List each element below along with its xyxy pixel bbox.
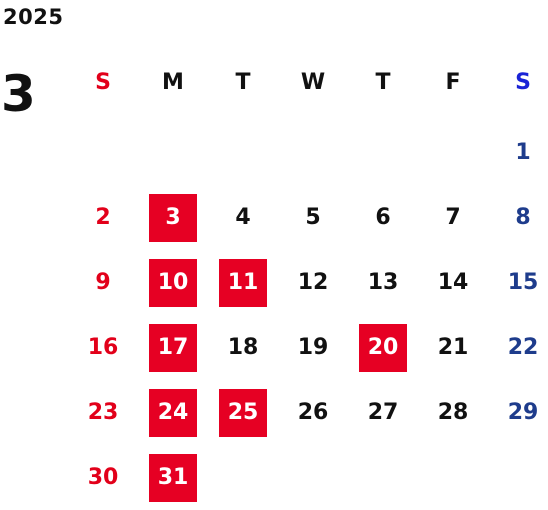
day-cell[interactable]: 22 <box>507 334 539 360</box>
day-cell[interactable]: 2 <box>95 204 111 230</box>
weekday-header-friday: F <box>445 69 461 95</box>
day-cell[interactable]: 28 <box>437 399 469 425</box>
day-cell-highlighted[interactable]: 17 <box>138 315 208 380</box>
day-cell[interactable]: 1 <box>515 139 531 165</box>
calendar-grid: S M T W T F S 1 2 3 4 5 6 7 8 9 10 11 12… <box>68 50 548 503</box>
day-cell[interactable]: 8 <box>515 204 531 230</box>
day-cell[interactable]: 14 <box>437 269 469 295</box>
day-cell-highlighted[interactable]: 25 <box>208 380 278 445</box>
day-cell-highlighted[interactable]: 3 <box>138 185 208 250</box>
day-cell-highlighted[interactable]: 20 <box>348 315 418 380</box>
weekday-header-thursday: T <box>375 69 391 95</box>
day-cell[interactable]: 29 <box>507 399 539 425</box>
day-cell[interactable]: 9 <box>95 269 111 295</box>
day-cell[interactable]: 16 <box>87 334 119 360</box>
day-cell[interactable]: 13 <box>367 269 399 295</box>
day-cell[interactable]: 21 <box>437 334 469 360</box>
day-cell-highlighted[interactable]: 10 <box>138 250 208 315</box>
day-cell[interactable]: 23 <box>87 399 119 425</box>
day-cell[interactable]: 6 <box>375 204 391 230</box>
day-cell[interactable]: 5 <box>305 204 321 230</box>
weekday-header-wednesday: W <box>300 69 326 95</box>
month-label: 3 <box>1 65 36 123</box>
day-cell[interactable]: 19 <box>297 334 329 360</box>
year-label: 2025 <box>3 5 64 29</box>
day-cell[interactable]: 12 <box>297 269 329 295</box>
weekday-header-tuesday: T <box>235 69 251 95</box>
weekday-header-saturday: S <box>515 69 531 95</box>
day-cell-highlighted[interactable]: 24 <box>138 380 208 445</box>
day-cell-highlighted[interactable]: 11 <box>208 250 278 315</box>
day-cell[interactable]: 27 <box>367 399 399 425</box>
day-cell[interactable]: 4 <box>235 204 251 230</box>
day-cell[interactable]: 7 <box>445 204 461 230</box>
day-cell[interactable]: 18 <box>227 334 259 360</box>
weekday-header-monday: M <box>162 69 184 95</box>
day-cell[interactable]: 15 <box>507 269 539 295</box>
day-cell[interactable]: 26 <box>297 399 329 425</box>
day-cell-highlighted[interactable]: 31 <box>138 445 208 510</box>
weekday-header-sunday: S <box>95 69 111 95</box>
day-cell[interactable]: 30 <box>87 464 119 490</box>
